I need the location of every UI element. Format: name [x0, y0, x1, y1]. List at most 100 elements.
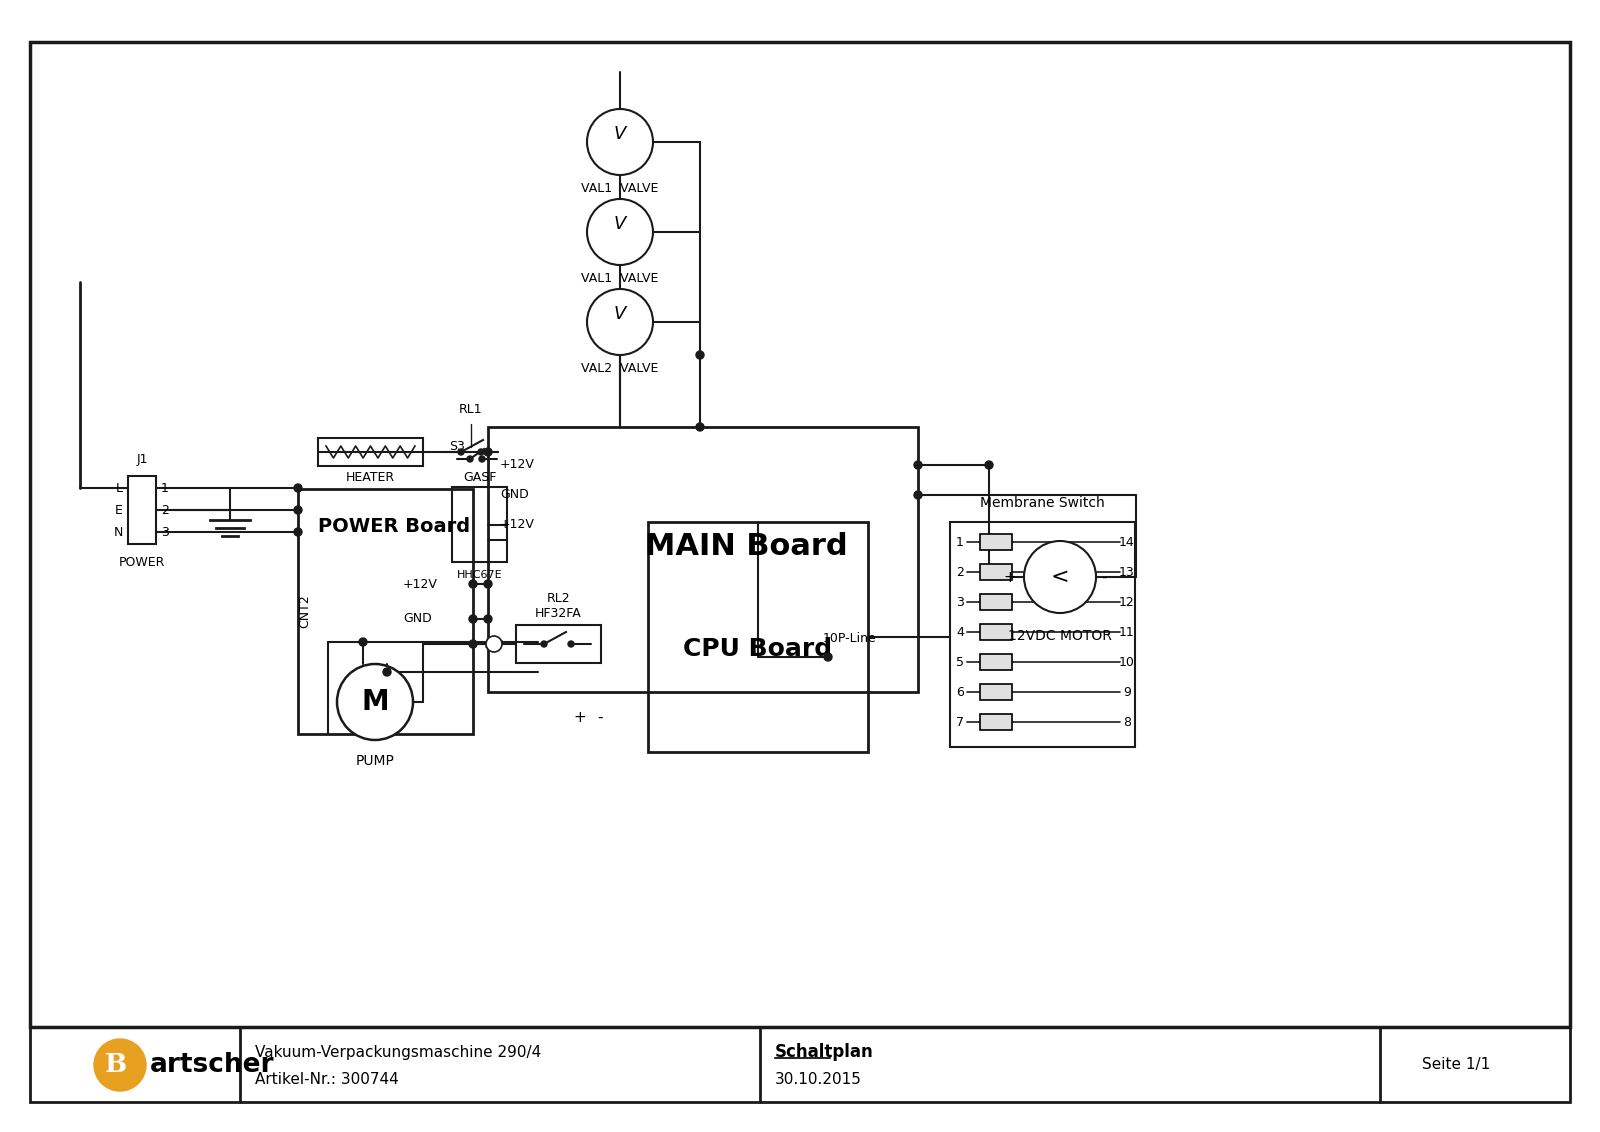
Bar	[30, 1027, 1570, 1101]
Text: N: N	[114, 525, 123, 539]
Circle shape	[483, 580, 493, 588]
Text: CPU Board: CPU Board	[683, 636, 832, 660]
Bar	[979, 564, 1013, 580]
Bar	[979, 534, 1013, 550]
Text: S3: S3	[448, 440, 464, 454]
Text: RL1: RL1	[459, 403, 483, 415]
Text: POWER Board: POWER Board	[318, 517, 470, 537]
Text: V: V	[614, 305, 626, 323]
Circle shape	[568, 641, 574, 648]
Bar	[979, 624, 1013, 640]
Text: GASF: GASF	[462, 471, 496, 484]
Circle shape	[469, 580, 477, 588]
Text: 8: 8	[1123, 715, 1131, 729]
Text: 3: 3	[162, 525, 170, 539]
Bar	[515, 625, 602, 663]
Bar	[979, 654, 1013, 670]
Text: +: +	[574, 710, 586, 724]
Circle shape	[483, 448, 493, 456]
Text: Vakuum-Verpackungsmaschine 290/4: Vakuum-Verpackungsmaschine 290/4	[254, 1045, 541, 1060]
Bar	[318, 438, 422, 466]
Bar	[648, 522, 867, 752]
Text: +12V: +12V	[499, 518, 534, 532]
Text: +12V: +12V	[403, 577, 438, 591]
Text: V: V	[614, 215, 626, 233]
Text: +: +	[1003, 569, 1016, 584]
Circle shape	[294, 528, 302, 535]
Text: GND: GND	[499, 489, 528, 501]
Circle shape	[294, 484, 302, 492]
Text: B: B	[106, 1053, 126, 1078]
Circle shape	[587, 199, 653, 265]
Text: 1: 1	[957, 535, 963, 549]
Text: VAL1  VALVE: VAL1 VALVE	[581, 182, 659, 196]
Circle shape	[458, 449, 464, 455]
Bar	[979, 684, 1013, 700]
Text: Membrane Switch: Membrane Switch	[981, 496, 1106, 511]
Text: VAL2  VALVE: VAL2 VALVE	[581, 362, 659, 376]
Text: Schaltplan: Schaltplan	[774, 1043, 874, 1061]
Text: HHC67E: HHC67E	[456, 571, 502, 580]
Circle shape	[696, 423, 704, 431]
Circle shape	[486, 636, 502, 652]
Text: 3: 3	[957, 595, 963, 609]
Circle shape	[824, 653, 832, 661]
Text: 7: 7	[957, 715, 963, 729]
Circle shape	[478, 449, 483, 455]
Circle shape	[541, 641, 547, 648]
Text: 6: 6	[957, 686, 963, 698]
Circle shape	[1024, 541, 1096, 614]
Circle shape	[294, 506, 302, 514]
Text: 5: 5	[957, 655, 963, 669]
Circle shape	[483, 615, 493, 623]
Circle shape	[587, 109, 653, 175]
Bar	[453, 487, 507, 561]
Bar	[950, 522, 1134, 747]
Text: V: V	[614, 125, 626, 143]
Text: 2: 2	[162, 504, 170, 516]
Circle shape	[469, 640, 477, 648]
Text: 11: 11	[1118, 626, 1134, 638]
Text: GND: GND	[403, 612, 432, 626]
Circle shape	[338, 664, 413, 740]
Text: 2: 2	[957, 566, 963, 578]
Text: 4: 4	[957, 626, 963, 638]
Circle shape	[358, 638, 366, 646]
Text: artscher: artscher	[150, 1052, 275, 1078]
Circle shape	[587, 289, 653, 355]
Bar	[298, 489, 474, 734]
Text: CNT2: CNT2	[299, 594, 312, 628]
Circle shape	[382, 668, 390, 676]
Circle shape	[467, 456, 474, 462]
Circle shape	[914, 491, 922, 499]
Text: 13: 13	[1118, 566, 1134, 578]
Bar	[128, 475, 157, 544]
Text: POWER: POWER	[118, 556, 165, 569]
Text: 10: 10	[1118, 655, 1134, 669]
Text: E: E	[115, 504, 123, 516]
Text: 1: 1	[162, 481, 170, 495]
Circle shape	[986, 461, 994, 469]
Text: <: <	[1051, 567, 1069, 588]
Text: L: L	[115, 481, 123, 495]
Text: +12V: +12V	[499, 458, 534, 472]
Circle shape	[696, 351, 704, 359]
Text: VAL1  VALVE: VAL1 VALVE	[581, 273, 659, 285]
Bar	[979, 714, 1013, 730]
Text: 12: 12	[1118, 595, 1134, 609]
Text: 14: 14	[1118, 535, 1134, 549]
Text: HEATER: HEATER	[346, 471, 395, 484]
Circle shape	[469, 615, 477, 623]
Bar	[30, 42, 1570, 1027]
Text: 30.10.2015: 30.10.2015	[774, 1072, 862, 1087]
Text: M: M	[362, 688, 389, 717]
Text: J1: J1	[136, 453, 147, 466]
Text: 10P-Line: 10P-Line	[822, 632, 877, 645]
Bar	[488, 427, 918, 692]
Text: -: -	[597, 710, 603, 724]
Bar	[979, 594, 1013, 610]
Text: Seite 1/1: Seite 1/1	[1422, 1057, 1490, 1072]
Text: 9: 9	[1123, 686, 1131, 698]
Text: MAIN Board: MAIN Board	[645, 532, 848, 560]
Circle shape	[94, 1039, 146, 1091]
